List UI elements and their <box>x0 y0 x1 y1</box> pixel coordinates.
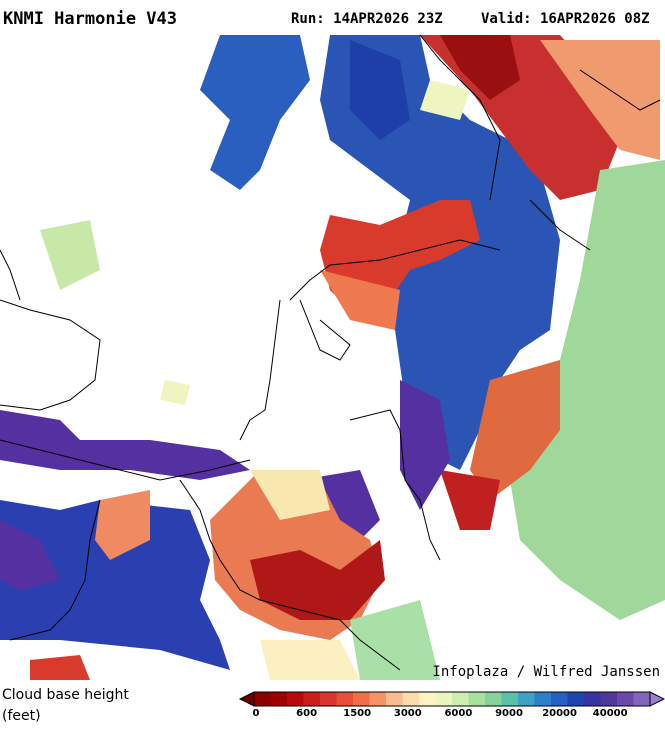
colorbar-tick-label: 6000 <box>444 708 472 719</box>
colorbar-swatch <box>270 692 288 706</box>
credit: Infoplaza / Wilfred Janssen <box>432 664 660 680</box>
colorbar-tick-label: 0 <box>253 708 260 719</box>
colorbar-swatch <box>584 692 601 706</box>
colorbar-tick-label: 600 <box>296 708 317 719</box>
colorbar-tick-label: 40000 <box>593 708 628 719</box>
colorbar-swatch <box>633 692 651 706</box>
colorbar-swatch <box>254 692 271 706</box>
valid-time: Valid: 16APR2026 08Z <box>481 11 650 27</box>
colorbar-swatch <box>567 692 585 706</box>
colorbar-swatch <box>600 692 618 706</box>
colorbar-swatch <box>452 692 469 706</box>
colorbar-swatch <box>435 692 453 706</box>
colorbar-swatch <box>534 692 552 706</box>
colorbar-swatch <box>353 692 370 706</box>
colorbar-arrow-right <box>649 691 665 707</box>
colorbar-tick-label: 9000 <box>495 708 523 719</box>
colorbar-swatch <box>518 692 535 706</box>
title: KNMI Harmonie V43 <box>3 9 177 29</box>
colorbar-tick-label: 1500 <box>343 708 371 719</box>
colorbar-swatch <box>551 692 568 706</box>
colorbar: 0 600 1500 3000 6000 9000 20000 40000 <box>238 691 665 719</box>
legend-title: Cloud base height <box>2 687 129 703</box>
legend-unit: (feet) <box>2 708 41 724</box>
colorbar-swatch <box>303 692 321 706</box>
colorbar-swatch <box>485 692 502 706</box>
colorbar-swatch <box>287 692 304 706</box>
colorbar-swatch <box>617 692 634 706</box>
colorbar-swatch <box>501 692 519 706</box>
colorbar-swatch <box>402 692 420 706</box>
map <box>0 32 665 682</box>
colorbar-swatch <box>369 692 387 706</box>
colorbar-swatch <box>419 692 436 706</box>
colorbar-swatch <box>386 692 403 706</box>
colorbar-tick-label: 20000 <box>542 708 577 719</box>
colorbar-swatch <box>320 692 337 706</box>
colorbar-swatch <box>336 692 354 706</box>
colorbar-swatch <box>468 692 486 706</box>
run-time: Run: 14APR2026 23Z <box>291 11 443 27</box>
colorbar-tick-label: 3000 <box>394 708 422 719</box>
